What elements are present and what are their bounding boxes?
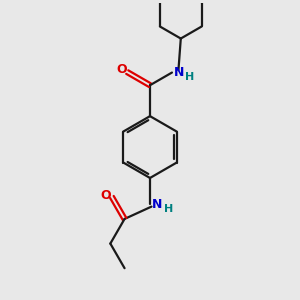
Text: H: H [164, 204, 173, 214]
Text: O: O [100, 189, 111, 202]
Text: N: N [152, 198, 163, 211]
Text: H: H [185, 72, 194, 82]
Text: O: O [117, 63, 127, 76]
Text: N: N [174, 66, 185, 79]
